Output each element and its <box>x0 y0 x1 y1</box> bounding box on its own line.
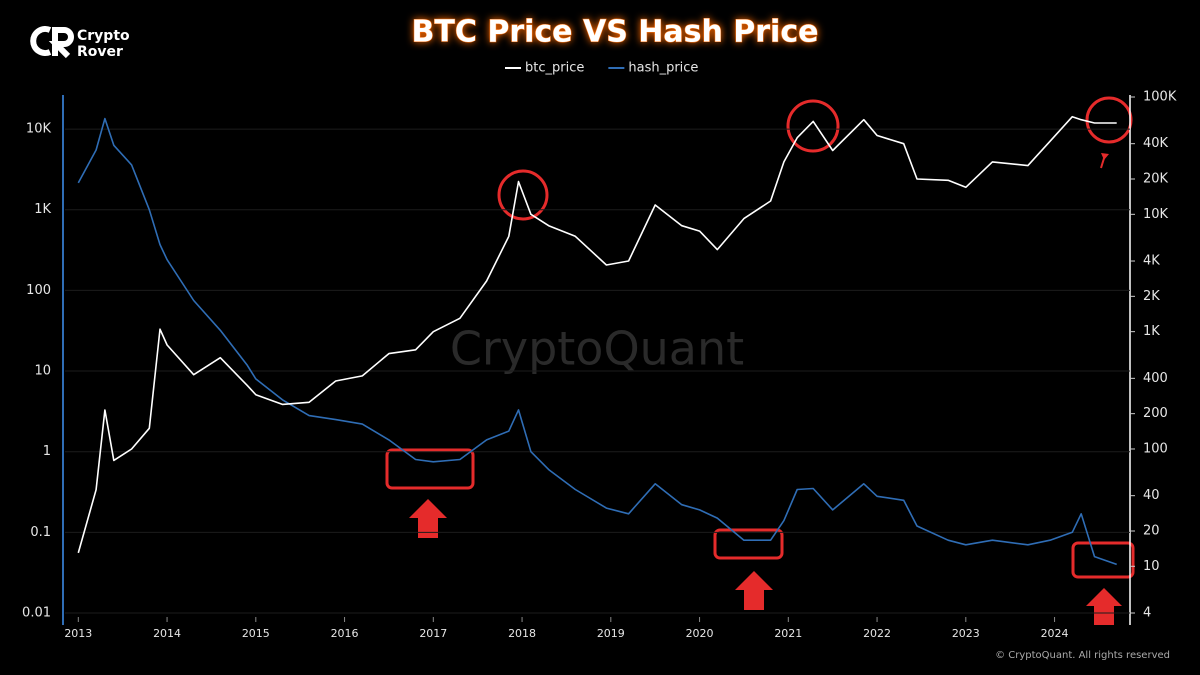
y2-tick-label: 100 <box>1143 441 1168 456</box>
y-tick-label: 0.1 <box>30 525 51 540</box>
x-tick-label: 2021 <box>774 627 802 640</box>
y2-tick-label: 20K <box>1143 172 1169 187</box>
logo <box>30 26 74 59</box>
y-tick-label: 100 <box>26 283 51 298</box>
x-tick-label: 2020 <box>686 627 714 640</box>
y2-tick-label: 2K <box>1143 289 1160 304</box>
y2-tick-label: 100K <box>1143 90 1177 105</box>
brand-line: Rover <box>77 44 123 60</box>
x-tick-label: 2017 <box>419 627 447 640</box>
y-tick-label: 0.01 <box>22 606 51 621</box>
y2-tick-label: 200 <box>1143 406 1168 421</box>
y-tick-label: 1 <box>43 444 51 459</box>
x-tick-label: 2014 <box>153 627 181 640</box>
y2-tick-label: 40 <box>1143 488 1160 503</box>
copyright: © CryptoQuant. All rights reserved <box>995 650 1170 661</box>
x-tick-label: 2013 <box>64 627 92 640</box>
x-tick-label: 2015 <box>242 627 270 640</box>
x-tick-label: 2019 <box>597 627 625 640</box>
y2-tick-label: 10 <box>1143 559 1160 574</box>
legend-label: hash_price <box>628 61 698 76</box>
watermark: CryptoQuant <box>450 322 744 376</box>
brand-line: Crypto <box>77 28 130 44</box>
y-tick-label: 10K <box>26 122 52 137</box>
y2-tick-label: 4 <box>1143 606 1151 621</box>
series-line <box>77 115 1117 554</box>
y2-tick-label: 10K <box>1143 207 1169 222</box>
x-tick-label: 2023 <box>952 627 980 640</box>
series-line <box>77 117 1117 566</box>
y2-tick-label: 1K <box>1143 324 1160 339</box>
y2-tick-label: 20 <box>1143 523 1160 538</box>
y-tick-label: 10 <box>34 364 51 379</box>
annotations <box>385 96 1135 625</box>
x-tick-label: 2016 <box>331 627 359 640</box>
y2-tick-label: 40K <box>1143 136 1169 151</box>
x-tick-label: 2022 <box>863 627 891 640</box>
legend-label: btc_price <box>525 61 584 76</box>
x-tick-label: 2018 <box>508 627 536 640</box>
x-tick-label: 2024 <box>1041 627 1069 640</box>
chart-title: BTC Price VS Hash Price <box>412 15 819 50</box>
y2-tick-label: 400 <box>1143 371 1168 386</box>
y-tick-label: 1K <box>34 202 51 217</box>
y2-tick-label: 4K <box>1143 254 1160 269</box>
